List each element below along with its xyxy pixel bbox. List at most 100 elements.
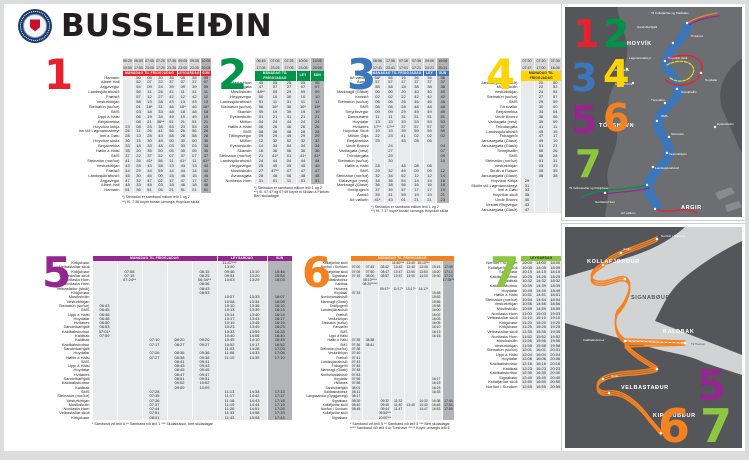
time-cell <box>166 278 192 283</box>
time-cell: 14:17* <box>416 286 431 292</box>
time-cell <box>141 303 167 309</box>
time-cell: 10:52 <box>216 342 242 347</box>
timetable-row: Høllin á Hálsi 35 20 35 50 05 35 05 35 <box>28 148 212 154</box>
stop-name: Krossið <box>355 94 369 100</box>
time-cell: 11 <box>188 158 201 164</box>
time-cell: 43 <box>121 163 133 169</box>
time-cell: 14:28 <box>241 346 267 352</box>
svg-text:Landssjúkrahúsið: Landssjúkrahúsið <box>655 165 679 170</box>
time-cell: 19 <box>295 109 310 115</box>
time-cell: 07:53 <box>349 372 362 378</box>
time-cell: 41 <box>533 124 548 130</box>
time-cell: 26 <box>396 99 410 105</box>
time-cell: 47 <box>121 178 133 184</box>
time-cell: 42 <box>409 94 423 101</box>
time-cell: 14 <box>165 168 177 174</box>
time-cell <box>361 312 379 317</box>
stop-name: Norðurlandahúsið <box>320 372 348 377</box>
time-cell: 19 <box>143 114 155 120</box>
time-cell: 26 <box>143 129 155 135</box>
time-cell: 14:15 <box>533 269 548 275</box>
timetable-row: Músíkskúlin 22 52 <box>452 85 562 91</box>
time-cell: 07 <box>295 85 310 91</box>
column-time-range: 07:35-23:35 <box>165 58 177 71</box>
time-cell: 19 <box>199 114 212 120</box>
time-cell: 08 <box>533 173 548 179</box>
time-cell <box>361 385 379 390</box>
stop-name: Norðasta Horn <box>491 310 518 316</box>
time-cell: 13 <box>132 133 144 140</box>
timetable-row: Undir Brúnni 40 <box>452 197 562 204</box>
stop-name: Skansin <box>237 108 252 114</box>
time-cell <box>121 114 133 120</box>
time-cell <box>377 303 392 309</box>
time-cell: 54 <box>396 178 410 184</box>
time-cell: 17:26 <box>266 406 292 412</box>
time-cell: 10 <box>267 94 282 101</box>
time-cell: 12:01 <box>519 347 534 353</box>
time-cell: 07:51 <box>141 411 167 416</box>
stop-name: SMS <box>110 153 120 158</box>
timetable-row: Vesturkirkjan 10:56 14:56 18:56 <box>452 302 562 307</box>
stop-name: Steinatún (suður) <box>58 302 90 308</box>
stop-name: SMS <box>508 99 518 105</box>
time-cell <box>391 308 405 313</box>
stop-name: Kollafjarðar skúli <box>488 264 518 270</box>
time-cell: 09 <box>383 109 397 115</box>
time-cell <box>116 316 142 322</box>
time-cell <box>121 85 133 91</box>
time-cell: 03 <box>154 183 166 189</box>
timetable-row: Millum Gilja 22 23 41 02 02 02 <box>305 133 449 140</box>
seal-inner <box>23 14 47 38</box>
time-cell: 20 <box>154 75 166 81</box>
time-cell: 08 <box>132 124 144 130</box>
time-cell: 54 <box>281 143 296 150</box>
time-cell: 57 <box>370 80 384 86</box>
time-cell <box>361 351 379 356</box>
timetable-row: Signabøur 10:15 14:15 18:15 <box>452 270 562 275</box>
stop-name: SMS <box>340 342 348 347</box>
time-cell: 12 <box>253 138 268 145</box>
time-cell: 03 <box>132 109 144 115</box>
time-cell <box>191 389 217 395</box>
timetable-row: Hoydalar 07:56 16:17 <box>294 377 455 382</box>
timetable-row: Norðurlandahúsið 07:53 <box>294 372 455 378</box>
time-cell: 08:20 <box>166 338 192 343</box>
time-cell: 41* <box>309 153 324 159</box>
stop-name: Að vøllurin <box>349 197 369 203</box>
time-cell: 07:56 <box>349 377 362 382</box>
time-cell: 11:26 <box>216 406 242 412</box>
time-cell: 18:00 <box>547 260 562 266</box>
timetable-row: SMS 29 59 <box>452 99 562 106</box>
time-cell: 10 <box>309 94 324 101</box>
time-cell <box>519 159 534 164</box>
time-cell: 10:09 <box>191 385 217 390</box>
time-cell: 07:00 <box>349 265 362 270</box>
time-cell: 50 <box>253 94 268 101</box>
time-cell: 07:15 <box>349 273 362 279</box>
time-cell <box>404 291 417 296</box>
time-cell: 00 <box>370 89 384 96</box>
time-cell: 03 <box>533 163 548 169</box>
time-cell: 15:30 <box>429 273 443 279</box>
time-cell: 00 <box>547 104 562 110</box>
time-cell <box>361 286 379 292</box>
time-cell: 14:38 <box>241 389 267 395</box>
time-cell: 30 <box>199 138 212 145</box>
time-cell <box>116 385 142 390</box>
time-cell: 06 <box>383 99 397 105</box>
time-cell <box>391 325 405 330</box>
time-cell <box>441 415 455 420</box>
time-cell <box>91 282 117 287</box>
timetable-row: Kollafjarðar skúli 08:40 09:40 11:40 13:40 14… <box>294 402 455 408</box>
time-cell: 59 <box>396 192 410 199</box>
time-cell: 08:38 <box>166 355 192 360</box>
time-cell: 48 <box>295 173 310 179</box>
time-cell: 11:58 <box>519 343 534 349</box>
time-cell: 17:59 <box>441 407 455 412</box>
time-cell: 14:06 <box>241 333 267 339</box>
stop-name: Janusargøta (Glasir) <box>481 207 518 213</box>
time-cell: 13 <box>165 163 177 169</box>
time-cell: 14:51 <box>533 292 548 298</box>
time-cell <box>116 346 142 352</box>
